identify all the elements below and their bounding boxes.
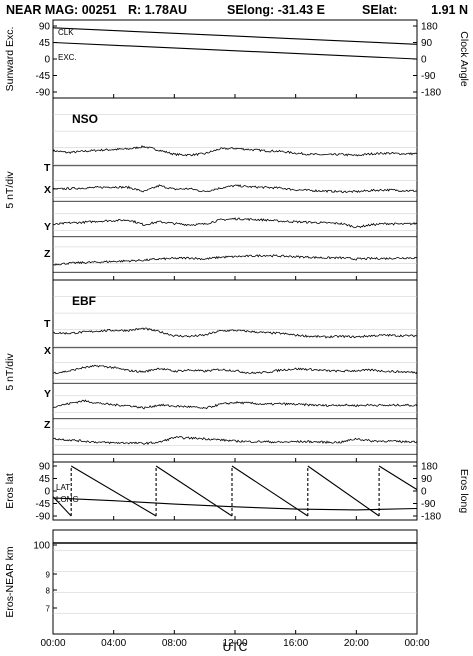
ytick-label: -45	[36, 71, 51, 82]
eros-long-segment	[231, 465, 309, 517]
ytick-label: 7	[46, 605, 51, 614]
ylabel-distance: Eros-NEAR km	[4, 546, 16, 617]
eros-plot	[52, 465, 418, 517]
nso-series-y	[52, 217, 418, 229]
ytick-label-right: 0	[421, 55, 427, 66]
ytick-label: -45	[36, 499, 51, 510]
ytick-label: 0	[44, 487, 50, 498]
header: NEAR MAG: 00251 R: 1.78AU SElong: -31.43…	[6, 3, 468, 17]
ytick-label: 9	[46, 571, 51, 580]
eros-long-segment	[378, 465, 418, 491]
ytick-label-right: 0	[421, 487, 427, 498]
ytick-label-right: -180	[421, 88, 441, 99]
series-label-lat: LAT	[56, 483, 70, 492]
xtick-label: 20:00	[344, 638, 369, 649]
ebf-title: EBF	[72, 294, 96, 308]
ylabel-eros-long: Eros long	[458, 469, 470, 514]
ebf-label-t: T	[44, 318, 51, 330]
nso-label-z: Z	[44, 248, 51, 260]
ytick-label-right: 90	[421, 474, 433, 485]
orientation-series-exc	[52, 41, 418, 60]
nso-plot	[52, 144, 418, 273]
xtick-label: 00:00	[404, 638, 429, 649]
ylabel-eros-lat: Eros lat	[4, 473, 16, 509]
xtick-label: 00:00	[40, 638, 65, 649]
grid-lines	[53, 114, 417, 614]
ebf-series-x	[53, 364, 418, 375]
nso-series-z	[52, 254, 418, 266]
eros-panel-frame	[52, 461, 418, 521]
ylabel-nso-scale: 5 nT/div	[4, 171, 16, 209]
eros-series-lat	[52, 497, 418, 511]
selat-label: SElat:	[362, 3, 397, 17]
ytick-label: -90	[36, 512, 51, 523]
ytick-label: 90	[39, 462, 51, 473]
orientation-series-clk	[52, 27, 418, 45]
nso-label-t: T	[44, 162, 51, 174]
ytick-label: -90	[36, 88, 51, 99]
ebf-series-y	[52, 399, 418, 410]
ytick-label-right: -180	[421, 512, 441, 523]
orientation-panel-frame	[52, 19, 418, 99]
nso-label-y: Y	[44, 221, 51, 233]
xlabel-utc: UTC	[223, 640, 248, 654]
ytick-label: 45	[39, 38, 51, 49]
eros-long-segment	[52, 496, 72, 517]
ebf-label-z: Z	[44, 419, 51, 431]
ebf-label-x: X	[44, 345, 51, 357]
ytick-label-right: -90	[421, 499, 436, 510]
ylabel-sunward: Sunward Exc.	[4, 27, 16, 92]
ebf-series-t	[52, 327, 418, 339]
ytick-label: 90	[39, 22, 51, 33]
ylabel-ebf-scale: 5 nT/div	[4, 353, 16, 391]
nso-title: NSO	[72, 112, 98, 126]
ylabel-clock-angle: Clock Angle	[458, 31, 470, 87]
ytick-label: 45	[39, 474, 51, 485]
orientation-plot	[52, 27, 418, 60]
selong-readout: SElong: -31.43 E	[227, 3, 325, 17]
range-readout: R: 1.78AU	[128, 3, 187, 17]
series-label-exc: EXC.	[58, 53, 77, 62]
xtick-label: 04:00	[101, 638, 126, 649]
mission-title: NEAR MAG: 00251	[6, 3, 116, 17]
xtick-label: 12:00	[222, 638, 247, 649]
selat-value: 1.91 N	[431, 3, 468, 17]
eros-long-segment	[155, 465, 233, 517]
eros-long-segment	[307, 465, 380, 517]
ytick-label-right: -90	[421, 71, 436, 82]
nso-label-x: X	[44, 184, 51, 196]
ytick-label: 100	[33, 541, 50, 552]
xtick-label: 08:00	[162, 638, 187, 649]
xtick-label: 16:00	[283, 638, 308, 649]
ytick-label-right: 180	[421, 462, 438, 473]
ytick-label-right: 180	[421, 22, 438, 33]
nso-series-x	[52, 184, 418, 194]
ebf-plot	[52, 327, 418, 455]
ytick-label: 0	[44, 55, 50, 66]
nso-series-t	[52, 144, 418, 157]
ebf-label-y: Y	[44, 388, 51, 400]
ebf-series-z	[52, 436, 418, 446]
series-label-long: LONG	[56, 495, 79, 504]
ytick-label: 8	[46, 587, 51, 596]
ytick-label-right: 90	[421, 38, 433, 49]
eros-long-segment	[70, 465, 157, 517]
series-label-clk: CLK	[58, 28, 74, 37]
distance-panel-frame	[52, 529, 418, 635]
